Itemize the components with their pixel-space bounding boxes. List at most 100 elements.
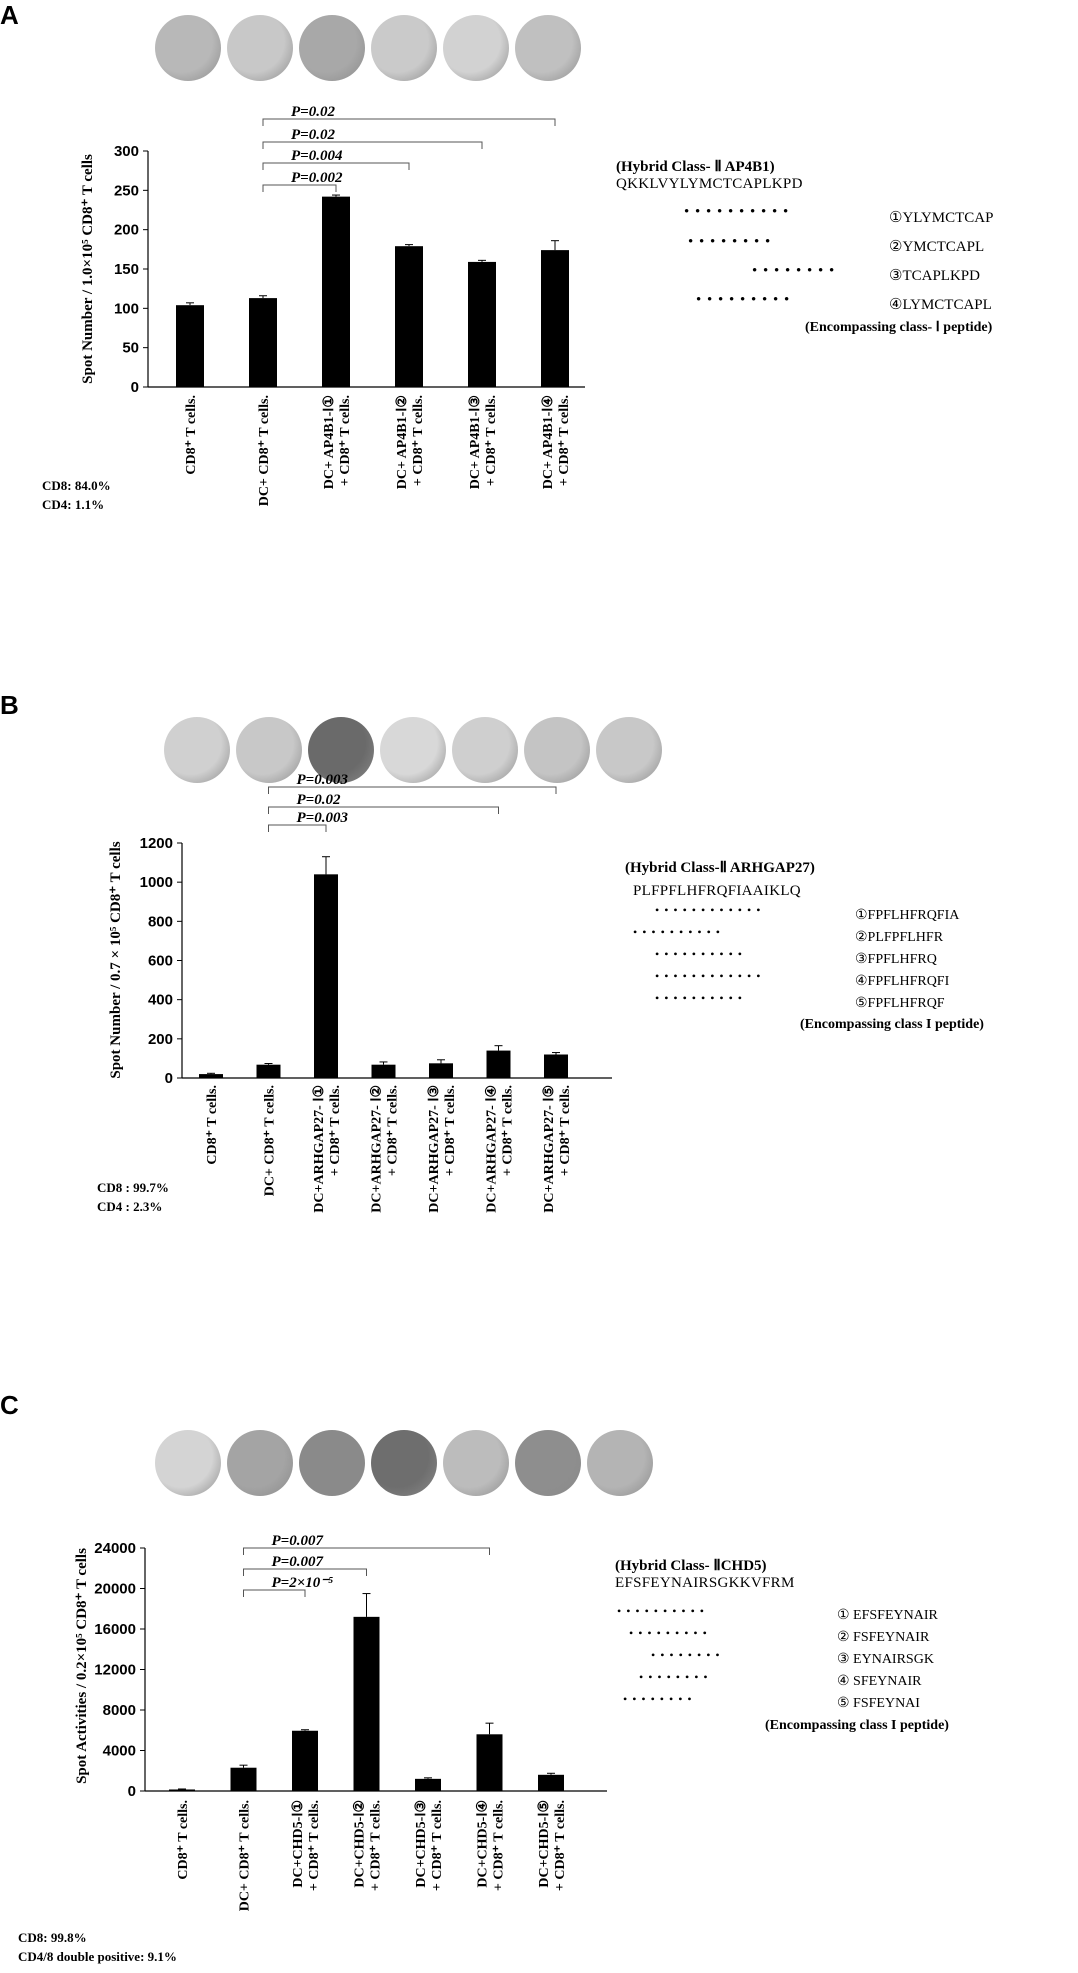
p-value-label: P=0.004 — [291, 148, 343, 164]
elispot-well-image — [164, 717, 230, 783]
peptide-dots: • • • • • • • • • — [629, 1626, 708, 1640]
peptide-dots: • • • • • • • • • • — [617, 1604, 706, 1618]
elispot-wells-row — [155, 15, 581, 81]
x-tick-label: DC+ CD8⁺ T cells. — [257, 395, 272, 506]
x-tick-label: DC+CHD5-Ⅰ⑤ — [537, 1800, 552, 1888]
elispot-well-image — [236, 717, 302, 783]
x-tick-label: + CD8⁺ T cells. — [328, 1085, 343, 1176]
y-tick-label: 16000 — [94, 1621, 136, 1638]
x-tick-label: + CD8⁺ T cells. — [307, 1800, 322, 1891]
panel-letter: C — [0, 1390, 19, 1420]
bar — [256, 1064, 281, 1078]
peptide-dots: • • • • • • • • • • • • — [655, 969, 762, 983]
elispot-wells-row — [164, 717, 662, 783]
elispot-well-image — [443, 15, 509, 81]
elispot-well-image — [155, 15, 221, 81]
elispot-well-image — [515, 15, 581, 81]
peptide-fragment: ②YMCTCAPL — [889, 239, 985, 255]
elispot-well-image — [515, 1430, 581, 1496]
y-tick-label: 0 — [128, 1783, 136, 1800]
peptide-fragment: ⑤ FSFEYNAI — [837, 1696, 920, 1711]
peptide-sequence: QKKLVYLYMCTCAPLKPD — [616, 176, 803, 192]
y-tick-label: 4000 — [103, 1743, 136, 1760]
stat-line: CD4/8 double positive: 9.1% — [18, 1949, 177, 1964]
peptide-dots: • • • • • • • • • — [696, 292, 791, 308]
p-value-label: P=0.002 — [291, 170, 343, 186]
x-tick-label: + CD8⁺ T cells. — [492, 1800, 507, 1891]
peptide-dots: • • • • • • • • • • — [655, 947, 744, 961]
bar — [353, 1616, 380, 1791]
x-tick-label: DC+ AP4B1-Ⅰ③ — [468, 395, 483, 489]
x-tick-label: DC+ AP4B1-Ⅰ② — [395, 395, 410, 489]
flow-stats: CD8: 99.8% CD4/8 double positive: 9.1% — [18, 1928, 177, 1966]
peptide-dots: • • • • • • • • — [688, 234, 772, 250]
bar — [230, 1767, 257, 1791]
x-tick-label: DC+CHD5-Ⅰ② — [353, 1800, 368, 1888]
significance-bracket — [243, 1568, 367, 1576]
significance-bracket — [262, 141, 483, 149]
peptide-fragment: ④FPFLHFRQFI — [855, 974, 950, 989]
x-tick-label: DC+CHD5-Ⅰ③ — [414, 1800, 429, 1888]
peptide-fragment: ① EFSFEYNAIR — [837, 1608, 938, 1623]
peptide-title: (Hybrid Class-Ⅱ ARHGAP27) — [625, 860, 815, 876]
x-tick-label: + CD8⁺ T cells. — [553, 1800, 568, 1891]
significance-bracket — [268, 786, 557, 794]
peptide-fragment: ⑤FPFLHFRQF — [855, 996, 945, 1011]
bar — [476, 1734, 503, 1791]
peptide-fragment: ③FPFLHFRQ — [855, 952, 937, 967]
peptide-dots: • • • • • • • • • • — [684, 204, 790, 220]
x-tick-label: DC+CHD5-Ⅰ① — [291, 1800, 306, 1888]
x-tick-label: + CD8⁺ T cells. — [338, 395, 353, 486]
p-value-label: P=0.02 — [291, 104, 335, 120]
y-tick-label: 24000 — [94, 1540, 136, 1557]
peptide-title: (Hybrid Class- Ⅱ AP4B1) — [616, 159, 775, 175]
elispot-well-image — [155, 1430, 221, 1496]
bar-chart-a: 0 50 100 150 200 250 300 Spot Number / 1.0×10⁵ … — [80, 104, 585, 506]
x-tick-label: + CD8⁺ T cells. — [501, 1085, 516, 1176]
y-tick-label: 1000 — [140, 874, 173, 891]
stat-line: CD8: 99.8% — [18, 1930, 87, 1945]
x-tick-label: DC+ARHGAP27- Ⅰ④ — [485, 1085, 500, 1213]
elispot-well-image — [308, 717, 374, 783]
peptide-diagram: (Hybrid Class- ⅡCHD5) EFSFEYNAIRSGKKVFRM… — [615, 1556, 1075, 1786]
x-tick-label: + CD8⁺ T cells. — [557, 395, 572, 486]
peptide-fragment: ③TCAPLKPD — [889, 268, 980, 284]
flow-stats: CD8 : 99.7% CD4 : 2.3% — [97, 1178, 169, 1216]
p-value-label: P=0.003 — [297, 772, 349, 788]
stat-line: CD4 : 2.3% — [97, 1199, 163, 1214]
elispot-well-image — [524, 717, 590, 783]
x-tick-label: DC+ CD8⁺ T cells. — [238, 1800, 253, 1911]
peptide-dots: • • • • • • • • — [651, 1648, 721, 1662]
y-tick-label: 200 — [114, 222, 139, 239]
significance-bracket — [268, 806, 499, 814]
elispot-well-image — [227, 15, 293, 81]
bar — [395, 246, 423, 387]
peptide-dots: • • • • • • • • • • • • — [655, 903, 762, 917]
y-tick-label: 20000 — [94, 1581, 136, 1598]
x-tick-label: DC+CHD5-Ⅰ④ — [476, 1800, 491, 1888]
x-tick-label: CD8⁺ T cells. — [176, 1800, 191, 1880]
p-value-label: P=0.02 — [291, 127, 335, 143]
panel-letter: B — [0, 690, 19, 720]
bar — [429, 1063, 453, 1078]
flow-stats: CD8: 84.0% CD4: 1.1% — [42, 476, 111, 514]
x-tick-label: + CD8⁺ T cells. — [430, 1800, 445, 1891]
p-value-label: P=0.007 — [272, 1533, 324, 1549]
elispot-well-image — [443, 1430, 509, 1496]
bar — [292, 1730, 318, 1791]
elispot-well-image — [227, 1430, 293, 1496]
peptide-fragment: ④ SFEYNAIR — [837, 1674, 922, 1689]
panel-letter: A — [0, 0, 19, 30]
bar — [322, 196, 350, 387]
significance-bracket — [262, 162, 410, 170]
x-tick-label: + CD8⁺ T cells. — [484, 395, 499, 486]
peptide-caption: (Encompassing class I peptide) — [765, 1718, 949, 1733]
elispot-well-image — [380, 717, 446, 783]
stat-line: CD8: 84.0% — [42, 478, 111, 493]
y-tick-label: 150 — [114, 261, 139, 278]
y-tick-label: 1200 — [140, 835, 173, 852]
y-tick-label: 8000 — [103, 1702, 136, 1719]
p-value-label: P=0.007 — [272, 1554, 324, 1570]
significance-bracket — [262, 184, 337, 192]
